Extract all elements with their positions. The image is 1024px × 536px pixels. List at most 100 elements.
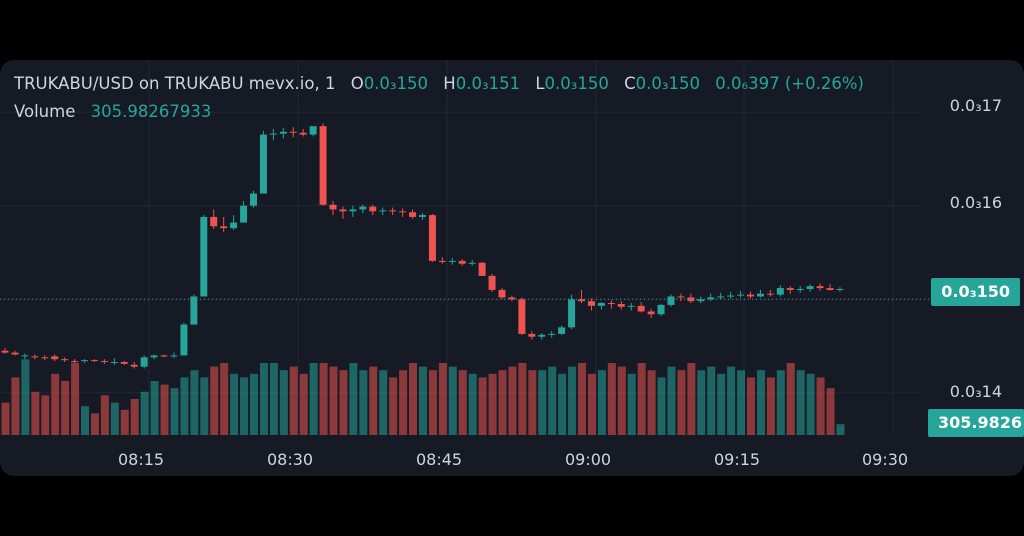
volume-bar	[627, 373, 636, 435]
time-tick-label: 08:30	[267, 450, 314, 469]
volume-value: 305.98267933	[90, 102, 212, 121]
volume-bar	[250, 373, 258, 435]
time-tick-label: 09:00	[565, 450, 612, 469]
open-value: 0.0₃150	[363, 74, 429, 93]
candle-body	[81, 360, 89, 362]
candle-body	[220, 226, 228, 229]
time-tick-label: 09:30	[862, 450, 909, 469]
volume-bar	[269, 363, 278, 435]
volume-bar	[279, 370, 288, 435]
volume-bar	[418, 366, 427, 435]
volume-bar	[170, 388, 179, 435]
candlestick-chart[interactable]	[0, 60, 1024, 476]
low-label: L	[535, 74, 545, 93]
volume-bar	[468, 373, 477, 435]
candle-body	[409, 212, 417, 217]
candle-body	[269, 133, 277, 135]
volume-bar	[190, 370, 199, 435]
candle-body	[200, 216, 208, 297]
volume-bar	[458, 370, 467, 435]
candle-body	[279, 131, 287, 134]
candle-body	[836, 289, 844, 290]
candle-body	[458, 260, 466, 264]
volume-bar	[150, 381, 159, 435]
volume-bar	[637, 363, 646, 435]
volume-bar	[597, 370, 606, 435]
candle-body	[120, 362, 128, 364]
volume-bar	[528, 370, 537, 435]
volume-label[interactable]: Volume	[14, 102, 76, 121]
last-price-badge: 0.0₃150	[931, 278, 1020, 306]
volume-bar	[11, 377, 20, 435]
volume-bar	[707, 366, 716, 435]
volume-bar	[647, 370, 656, 435]
candle-body	[299, 132, 307, 135]
candle-body	[548, 333, 556, 335]
candle-body	[31, 356, 39, 358]
volume-bar	[160, 384, 169, 435]
candle-body	[71, 361, 79, 363]
volume-bar	[607, 363, 616, 435]
candle-body	[607, 303, 615, 305]
volume-bar	[31, 391, 40, 435]
symbol-title[interactable]: TRUKABU/USD on TRUKABU mevx.io, 1	[14, 74, 336, 93]
volume-bar	[359, 370, 368, 435]
candle-body	[250, 193, 257, 206]
volume-bar	[756, 370, 765, 435]
open-label: O	[350, 74, 364, 93]
candle-body	[428, 215, 436, 261]
volume-bar	[498, 370, 507, 435]
volume-bar	[448, 366, 457, 435]
candle-body	[110, 362, 118, 363]
high-value: 0.0₃151	[455, 74, 521, 93]
volume-bar	[548, 366, 557, 435]
volume-bar	[836, 424, 845, 435]
candle-body	[1, 350, 9, 353]
volume-bar	[140, 391, 149, 435]
ohlc-row: TRUKABU/USD on TRUKABU mevx.io, 1 O0.0₃1…	[14, 70, 864, 98]
candle-body	[329, 204, 337, 210]
candle-body	[11, 352, 19, 355]
candle-body	[766, 293, 774, 295]
volume-bar	[677, 370, 686, 435]
candle-body	[717, 296, 725, 298]
candle-body	[309, 126, 317, 135]
close-value: 0.0₃150	[635, 74, 701, 93]
volume-bar	[587, 373, 596, 435]
candle-body	[150, 355, 158, 358]
candle-body	[587, 301, 595, 306]
change-value: 0.0₆397 (+0.26%)	[715, 74, 864, 93]
volume-bar	[240, 377, 249, 435]
volume-bar	[90, 413, 99, 435]
volume-bar	[508, 366, 517, 435]
volume-bar	[687, 363, 696, 435]
volume-bar	[1, 402, 10, 435]
volume-bar	[71, 363, 80, 435]
candle-body	[389, 210, 397, 212]
candle-body	[210, 216, 218, 227]
close-label: C	[624, 74, 636, 93]
candle-body	[160, 355, 168, 357]
candle-body	[448, 260, 456, 262]
candle-body	[100, 361, 108, 363]
volume-bar	[786, 363, 795, 435]
chart-panel: TRUKABU/USD on TRUKABU mevx.io, 1 O0.0₃1…	[0, 60, 1024, 476]
volume-bar	[488, 373, 497, 435]
time-tick-label: 08:45	[416, 450, 463, 469]
volume-bar	[568, 366, 577, 435]
volume-bar	[806, 373, 815, 435]
candle-body	[438, 260, 446, 262]
volume-bar	[816, 377, 825, 435]
volume-bar	[289, 366, 298, 435]
candle-body	[687, 297, 695, 302]
volume-bar	[329, 366, 338, 435]
candle-body	[488, 275, 496, 290]
volume-bar	[578, 363, 587, 435]
chart-legend: TRUKABU/USD on TRUKABU mevx.io, 1 O0.0₃1…	[14, 70, 864, 126]
price-tick-label: 0.0₃14	[949, 382, 1002, 401]
volume-bar	[766, 377, 775, 435]
price-tick-label: 0.0₃16	[949, 193, 1002, 212]
candle-body	[259, 134, 267, 194]
candle-body	[597, 303, 605, 306]
candle-body	[657, 304, 665, 315]
